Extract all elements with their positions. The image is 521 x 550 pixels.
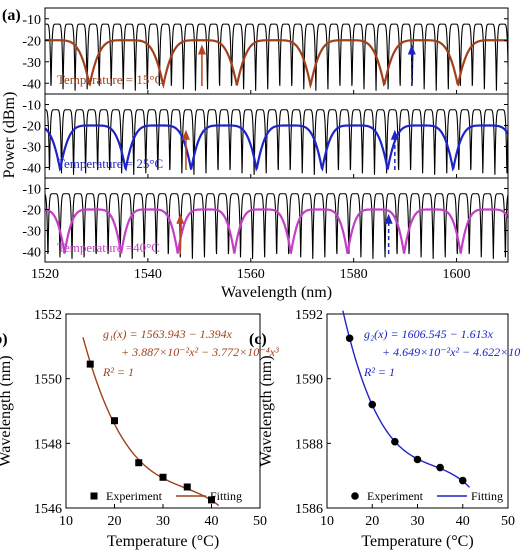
y-tick-label: -40: [22, 246, 41, 261]
data-point: [436, 463, 444, 472]
x-tick-label: 1600: [443, 267, 471, 282]
panel-a-spectra: -10 -20 -30 -40 Temperature = 15°C -10 -20 -30 -…: [1, 7, 509, 301]
y-tick-label: -10: [22, 183, 41, 198]
fit-equation-line-1: g₁(x) = 1563.943 − 1.394x: [103, 327, 233, 341]
y-tick-label: -30: [22, 56, 41, 71]
y-tick-label: -40: [22, 77, 41, 92]
y-axis-label: Wavelength (nm): [258, 355, 275, 466]
data-point: [86, 360, 94, 368]
y-tick-label: 1588: [295, 437, 323, 452]
x-tick-label: 40: [205, 514, 219, 529]
x-tick-label: 1520: [31, 267, 59, 282]
x-axis-label: Temperature (°C): [107, 533, 219, 550]
y-tick-label: 1546: [34, 502, 62, 517]
x-axis-label: Wavelength (nm): [221, 284, 332, 301]
y-tick-label: -40: [22, 162, 41, 177]
temperature-label: Temperature =40°C: [57, 240, 160, 255]
x-tick-label: 1560: [237, 267, 265, 282]
panel-label: (a): [2, 7, 21, 24]
temperature-label: Temperature = 25°C: [57, 156, 163, 171]
fit-equation-line-2: + 3.887×10⁻²x² − 3.772×10⁻⁴x³: [121, 345, 279, 359]
legend-label-fitting: Fitting: [210, 489, 242, 503]
legend-label-experiment: Experiment: [106, 489, 163, 503]
x-tick-label: 10: [59, 514, 73, 529]
comb-spectrum-1: [45, 23, 509, 91]
temperature-label: Temperature = 15°C: [57, 72, 163, 87]
solid-arrow-head: [197, 44, 206, 55]
data-point: [111, 417, 118, 425]
y-tick-label: -20: [22, 120, 41, 135]
legend-label-experiment: Experiment: [367, 489, 424, 503]
data-point: [413, 455, 422, 464]
data-point: [183, 483, 191, 491]
x-tick-label: 30: [156, 514, 170, 529]
dashed-arrow-head: [407, 44, 416, 55]
y-axis-label: Power (dBm): [1, 92, 18, 179]
dashed-arrow-head: [384, 213, 393, 224]
x-tick-label: 1580: [340, 267, 368, 282]
data-point: [135, 459, 143, 467]
y-tick-label: 1552: [34, 308, 62, 323]
panel-label: (c): [249, 331, 267, 348]
panel-c-fit-plot: 10 20 30 40 50 1586 1588 1590 1592 g₂(x) = 1606.5…: [249, 308, 521, 550]
y-tick-label: 1590: [295, 373, 323, 388]
data-point: [458, 476, 467, 485]
fit-equation-line-1: g₂(x) = 1606.545 − 1.613x: [364, 327, 494, 341]
envelope-spectrum-2: [44, 124, 509, 172]
x-tick-label: 10: [320, 514, 334, 529]
y-tick-label: -10: [22, 99, 41, 114]
x-tick-label: 20: [108, 514, 122, 529]
fit-curve: [342, 310, 471, 488]
r-squared: R² = 1: [363, 365, 395, 379]
legend-marker-experiment: [351, 492, 359, 500]
envelope-spectrum-3: [44, 208, 509, 254]
dashed-arrow-head: [390, 129, 399, 140]
data-point: [391, 437, 399, 446]
x-tick-label: 50: [253, 514, 267, 529]
data-point: [368, 400, 377, 409]
panel-label: (b): [0, 331, 8, 348]
y-tick-label: -20: [22, 204, 41, 219]
x-tick-label: 50: [501, 514, 515, 529]
solid-arrow-head: [181, 129, 190, 140]
legend-marker-experiment: [90, 492, 98, 500]
y-tick-label: -30: [22, 141, 41, 156]
y-tick-label: -10: [22, 13, 41, 28]
comb-spectrum-3: [44, 193, 509, 259]
subplot-frame-3: [44, 177, 509, 263]
y-tick-label: 1550: [34, 373, 62, 388]
data-point: [208, 496, 215, 504]
y-tick-label: 1592: [295, 308, 323, 323]
y-tick-label: 1548: [34, 437, 62, 452]
y-axis-label: Wavelength (nm): [0, 355, 14, 466]
envelope-spectrum-1: [44, 39, 509, 89]
solid-arrow-head: [176, 213, 185, 224]
r-squared: R² = 1: [102, 365, 134, 379]
y-tick-label: -30: [22, 225, 41, 240]
panel-b-fit-plot: 10 20 30 40 50 1546 1548 1550 1552 g₁(x) = 1563.9…: [0, 308, 279, 550]
legend-label-fitting: Fitting: [471, 489, 503, 503]
y-tick-label: 1586: [295, 502, 323, 517]
x-tick-label: 1540: [134, 267, 162, 282]
x-tick-label: 40: [456, 514, 470, 529]
plot-frame: [326, 313, 509, 509]
x-tick-label: 30: [411, 514, 425, 529]
data-point: [159, 473, 167, 481]
y-tick-label: -20: [22, 34, 41, 49]
fit-curve: [82, 337, 220, 507]
x-tick-label: 20: [365, 514, 379, 529]
x-axis-label: Temperature (°C): [361, 533, 473, 550]
fit-equation-line-2: + 4.649×10⁻²x² − 4.622×10⁻⁴x³: [382, 345, 521, 359]
data-point: [345, 334, 354, 343]
